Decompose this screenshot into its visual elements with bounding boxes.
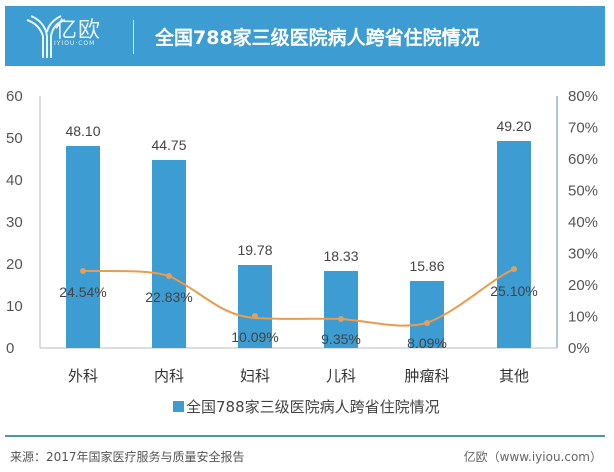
svg-text:50%: 50% [568,183,598,200]
svg-text:24.54%: 24.54% [59,284,106,300]
svg-text:内科: 内科 [154,367,184,385]
svg-text:44.75: 44.75 [151,137,186,153]
legend-label: 全国788家三级医院病人跨省住院情况 [186,398,440,416]
legend-swatch-icon [173,401,184,412]
site-credit: 亿欧（www.iyiou.com） [463,450,602,464]
chart-area: 0 10 20 30 40 50 60 0% 10% 20% 30% 40% 5… [6,88,598,385]
svg-text:22.83%: 22.83% [145,289,192,305]
bar-zhongliuke [410,281,444,348]
svg-text:19.78: 19.78 [237,242,272,258]
svg-text:48.10: 48.10 [65,123,100,139]
bar-value-labels: 48.10 44.75 19.78 18.33 15.86 49.20 [65,118,531,274]
svg-text:儿科: 儿科 [326,367,356,385]
page-title: 全国788家三级医院病人跨省住院情况 [155,27,480,49]
bar-qita [497,141,531,348]
svg-text:0%: 0% [568,340,590,357]
svg-text:20%: 20% [568,277,598,294]
left-axis-ticks: 0 10 20 30 40 50 60 [6,88,23,357]
svg-text:0: 0 [6,340,14,357]
category-labels: 外科 内科 妇科 儿科 肿瘤科 其他 [68,367,529,385]
svg-text:肿瘤科: 肿瘤科 [404,367,449,385]
svg-text:9.35%: 9.35% [321,331,361,347]
line-value-labels: 24.54% 22.83% 10.09% 9.35% 8.09% 25.10% [59,283,537,351]
svg-text:49.20: 49.20 [496,118,531,134]
svg-text:妇科: 妇科 [240,367,270,385]
svg-text:18.33: 18.33 [323,248,358,264]
line-markers [80,266,517,326]
header-divider [133,20,134,54]
logo-subtext: IYIOU·COM [54,40,96,47]
chart-legend: 全国788家三级医院病人跨省住院情况 [173,396,440,417]
svg-text:25.10%: 25.10% [490,283,537,299]
bar-series [66,141,531,348]
svg-text:20: 20 [6,256,23,273]
header-banner: 亿欧 IYIOU·COM 全国788家三级医院病人跨省住院情况 [5,6,605,66]
source-note: 来源：2017年国家医疗服务与质量安全报告 [10,450,245,464]
svg-text:50: 50 [6,130,23,147]
svg-text:60: 60 [6,88,23,105]
footer-divider [5,435,605,437]
svg-text:60%: 60% [568,151,598,168]
bar-waike [66,146,100,348]
bar-neike [152,160,186,348]
svg-text:30: 30 [6,214,23,231]
svg-text:70%: 70% [568,120,598,137]
svg-text:其他: 其他 [499,367,529,385]
bar-erke [324,271,358,348]
svg-text:10%: 10% [568,309,598,326]
svg-text:40%: 40% [568,214,598,231]
svg-text:10.09%: 10.09% [231,329,278,345]
bar-fuke [238,265,272,348]
logo-text: 亿欧 [55,18,102,43]
right-axis-ticks: 0% 10% 20% 30% 40% 50% 60% 70% 80% [568,88,598,357]
svg-text:15.86: 15.86 [409,258,444,274]
svg-text:10: 10 [6,298,23,315]
svg-text:40: 40 [6,172,23,189]
svg-text:8.09%: 8.09% [407,335,447,351]
svg-text:80%: 80% [568,88,598,105]
svg-text:外科: 外科 [68,367,98,385]
svg-text:30%: 30% [568,246,598,263]
line-series [82,268,515,327]
iyiou-logo-icon [26,15,66,58]
